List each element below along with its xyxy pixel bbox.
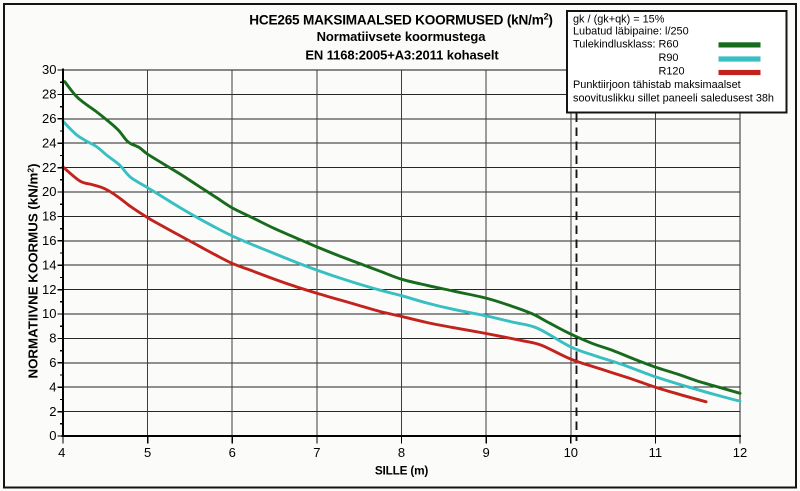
svg-text:EN 1168:2005+A3:2011 kohaselt: EN 1168:2005+A3:2011 kohaselt [305, 48, 499, 63]
svg-text:Tulekindlusklass: R60: Tulekindlusklass: R60 [573, 39, 679, 51]
svg-text:10: 10 [42, 306, 56, 321]
svg-text:26: 26 [42, 111, 56, 126]
svg-text:18: 18 [42, 209, 56, 224]
svg-text:0: 0 [49, 428, 56, 443]
svg-text:4: 4 [58, 445, 65, 460]
svg-text:16: 16 [42, 233, 56, 248]
svg-text:HCE265 MAKSIMAALSED KOORMUSED: HCE265 MAKSIMAALSED KOORMUSED (kN/m2) [249, 11, 553, 27]
svg-text:4: 4 [49, 379, 56, 394]
svg-text:30: 30 [42, 62, 56, 77]
svg-text:8: 8 [398, 445, 405, 460]
svg-text:9: 9 [482, 445, 489, 460]
svg-text:Lubatud läbipaine: l/250: Lubatud läbipaine: l/250 [573, 26, 689, 38]
svg-text:5: 5 [144, 445, 151, 460]
svg-text:24: 24 [42, 135, 56, 150]
svg-text:11: 11 [649, 445, 663, 460]
svg-text:gk / (gk+qk) = 15%: gk / (gk+qk) = 15% [573, 13, 665, 25]
svg-text:2: 2 [49, 404, 56, 419]
svg-text:NORMATIIVNE KOORMUS (kN/m2): NORMATIIVNE KOORMUS (kN/m2) [26, 163, 41, 378]
svg-text:Punktiirjoon tähistab maksimaa: Punktiirjoon tähistab maksimaalset [573, 79, 741, 91]
svg-text:28: 28 [42, 87, 56, 102]
svg-text:7: 7 [313, 445, 320, 460]
svg-text:8: 8 [49, 331, 56, 346]
svg-text:R120: R120 [659, 66, 685, 78]
svg-text:Normatiivsete koormustega: Normatiivsete koormustega [317, 29, 487, 44]
svg-text:6: 6 [49, 355, 56, 370]
svg-text:soovituslikku sillet paneeli s: soovituslikku sillet paneeli saledusest … [573, 93, 774, 105]
svg-text:12: 12 [42, 282, 56, 297]
svg-text:10: 10 [564, 445, 578, 460]
svg-text:SILLE (m): SILLE (m) [375, 464, 429, 478]
svg-text:R90: R90 [659, 52, 679, 64]
svg-text:12: 12 [733, 445, 747, 460]
svg-text:6: 6 [229, 445, 236, 460]
svg-text:22: 22 [42, 160, 56, 175]
svg-text:20: 20 [42, 184, 56, 199]
svg-text:14: 14 [42, 257, 56, 272]
